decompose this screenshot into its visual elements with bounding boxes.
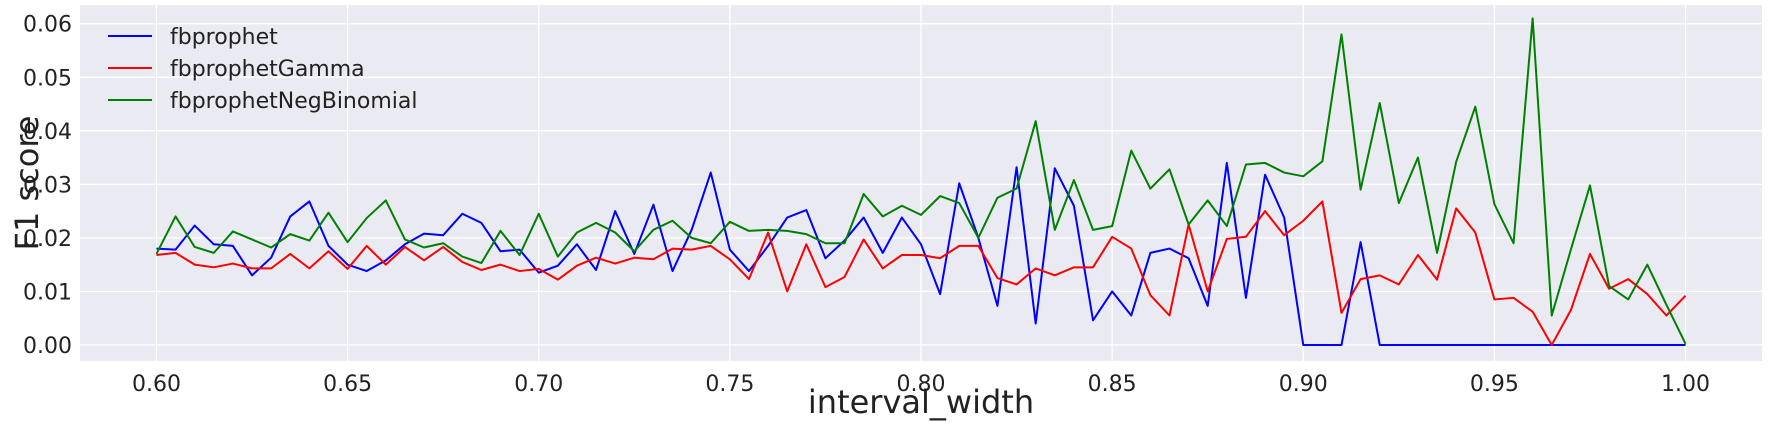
x-tick-label: 0.70 (514, 372, 563, 397)
series-line-fbprophet (156, 161, 1686, 346)
y-tick-label: 0.03 (23, 173, 72, 198)
y-tick-label: 0.01 (23, 280, 72, 305)
series-line-fbprophetGamma (156, 200, 1687, 346)
x-tick-label: 0.75 (705, 372, 754, 397)
x-axis-title: interval_width (808, 383, 1034, 421)
legend-label: fbprophetGamma (170, 57, 365, 82)
x-tick-label: 0.95 (1470, 372, 1519, 397)
legend: fbprophet fbprophetGamma fbprophetNegBinom… (108, 25, 417, 114)
x-tick-labels: 0.60 0.65 0.70 0.75 0.80 0.85 0.90 0.95 1.00 (132, 372, 1710, 397)
x-tick-label: 0.60 (132, 372, 181, 397)
y-tick-label: 0.00 (23, 334, 72, 359)
y-tick-labels: 0.00 0.01 0.02 0.03 0.04 0.05 0.06 (23, 13, 72, 359)
x-tick-label: 0.90 (1279, 372, 1328, 397)
y-tick-label: 0.05 (23, 66, 72, 91)
x-tick-label: 1.00 (1661, 372, 1710, 397)
y-tick-label: 0.04 (23, 120, 72, 145)
series-lines (155, 17, 1687, 346)
y-tick-label: 0.06 (23, 13, 72, 38)
legend-label: fbprophet (170, 25, 278, 50)
x-tick-label: 0.85 (1088, 372, 1137, 397)
x-tick-label: 0.80 (897, 372, 946, 397)
y-tick-label: 0.02 (23, 227, 72, 252)
series-line-fbprophetNegBinomial (155, 17, 1687, 345)
legend-label: fbprophetNegBinomial (170, 89, 417, 114)
y-axis-title: F1 score (8, 116, 46, 251)
x-tick-label: 0.65 (323, 372, 372, 397)
